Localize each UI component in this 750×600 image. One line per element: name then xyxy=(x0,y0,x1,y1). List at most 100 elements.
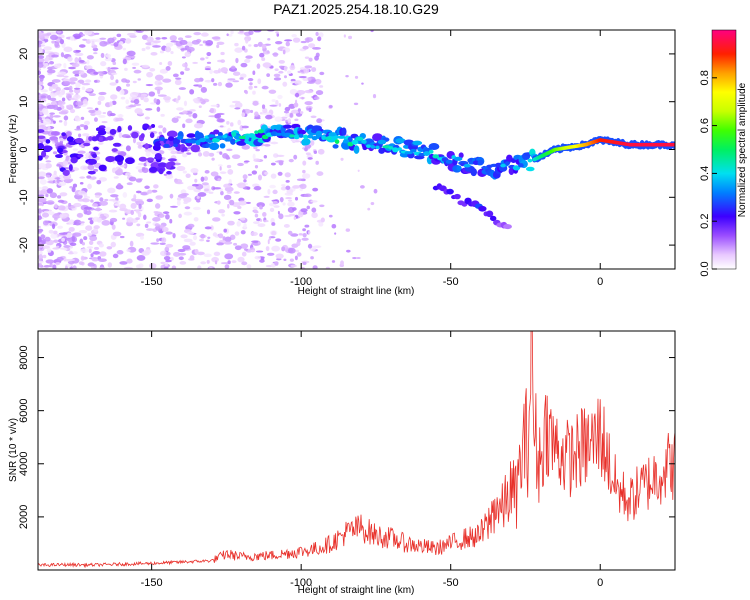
spectral-noise xyxy=(92,251,101,255)
spectral-noise xyxy=(340,260,344,266)
spectral-noise xyxy=(52,264,57,269)
spectral-noise xyxy=(204,226,212,230)
spectral-noise xyxy=(307,157,313,160)
spectral-noise xyxy=(53,63,61,69)
spectral-noise xyxy=(38,129,45,133)
spectral-noise xyxy=(170,150,177,155)
spectral-noise xyxy=(63,62,67,69)
spectral-noise xyxy=(284,172,291,178)
spectral-noise xyxy=(281,246,286,252)
ridge-core xyxy=(198,137,207,143)
spectral-noise xyxy=(283,258,287,261)
spectral-noise xyxy=(301,173,311,179)
snr-y-axis: 2000 4000 6000 8000 xyxy=(18,345,675,529)
spectral-noise xyxy=(315,80,321,85)
spectral-noise xyxy=(269,207,275,212)
ridge-cell xyxy=(166,130,178,138)
spectral-noise xyxy=(84,156,90,159)
spectral-noise xyxy=(292,207,297,211)
spectral-noise xyxy=(46,69,56,74)
spectral-noise xyxy=(241,144,250,150)
x-tick-label: 0 xyxy=(597,276,603,288)
spectral-noise xyxy=(248,30,254,36)
ridge-core xyxy=(500,163,506,168)
ridge-core xyxy=(289,134,296,138)
spectrogram-x-label: Height of straight line (km) xyxy=(298,286,415,297)
spectral-noise xyxy=(177,95,181,101)
spectral-noise xyxy=(206,52,212,57)
ridge-core xyxy=(163,143,170,148)
spectral-noise xyxy=(218,209,226,214)
spectral-noise xyxy=(177,248,186,253)
spectral-noise xyxy=(63,46,73,53)
spectral-noise xyxy=(297,211,304,218)
spectral-noise xyxy=(196,196,200,199)
ridge-core xyxy=(293,134,300,140)
spectral-noise xyxy=(131,131,139,139)
spectral-noise xyxy=(269,104,278,107)
spectral-noise xyxy=(265,114,273,120)
spectral-noise xyxy=(250,249,256,252)
spectral-noise xyxy=(170,256,174,261)
spectral-noise xyxy=(226,33,229,37)
spectral-noise xyxy=(211,36,221,40)
spectral-noise xyxy=(159,224,164,229)
spectral-noise xyxy=(279,197,284,203)
spectral-noise xyxy=(299,111,304,115)
spectral-noise xyxy=(317,148,325,155)
spectral-noise xyxy=(38,67,42,71)
spectral-noise xyxy=(56,177,60,184)
spectral-noise xyxy=(116,33,122,38)
spectral-noise xyxy=(162,211,170,215)
spectral-noise xyxy=(229,122,234,127)
spectral-noise xyxy=(194,178,198,183)
ridge-core xyxy=(397,147,402,151)
spectral-noise xyxy=(116,250,124,255)
spectral-noise xyxy=(193,122,203,129)
spectral-noise xyxy=(154,152,162,160)
ridge-core xyxy=(167,136,175,142)
spectral-noise xyxy=(259,219,263,222)
spectral-noise xyxy=(38,40,43,45)
ridge-cell xyxy=(182,146,188,152)
spectral-noise xyxy=(38,63,44,68)
spectral-noise xyxy=(188,257,195,261)
spectral-noise xyxy=(232,80,240,83)
spectral-noise xyxy=(263,143,271,147)
spectral-noise xyxy=(308,230,311,235)
spectral-noise xyxy=(169,35,177,41)
spectral-noise xyxy=(283,65,288,72)
spectral-noise xyxy=(209,107,215,114)
spectral-noise xyxy=(239,30,244,34)
spectral-noise xyxy=(51,173,58,179)
spectral-noise xyxy=(49,97,57,102)
spectral-noise xyxy=(55,245,60,248)
spectral-noise xyxy=(87,183,92,190)
spectral-noise xyxy=(183,100,188,107)
spectral-noise xyxy=(47,176,55,182)
spectral-noise xyxy=(98,136,103,143)
ridge-core xyxy=(432,154,440,159)
spectral-noise xyxy=(229,104,236,108)
spectral-noise xyxy=(304,56,310,59)
spectral-noise xyxy=(113,42,119,47)
spectral-noise xyxy=(163,266,169,269)
spectral-noise xyxy=(237,205,242,210)
spectral-noise xyxy=(104,198,109,202)
spectral-noise xyxy=(296,240,301,247)
spectral-noise xyxy=(85,210,92,216)
spectral-noise xyxy=(122,58,127,65)
ridge-core xyxy=(324,136,332,141)
spectral-noise xyxy=(277,171,283,176)
spectral-noise xyxy=(264,171,269,175)
spectral-noise xyxy=(98,243,104,248)
spectral-noise xyxy=(68,219,75,225)
spectral-noise xyxy=(57,225,63,229)
spectral-noise xyxy=(214,113,222,119)
spectral-noise xyxy=(145,108,153,111)
spectral-noise xyxy=(211,157,215,161)
spectral-noise xyxy=(45,259,55,264)
spectral-noise xyxy=(220,262,230,265)
spectral-noise xyxy=(308,107,312,113)
spectral-noise xyxy=(253,43,259,48)
